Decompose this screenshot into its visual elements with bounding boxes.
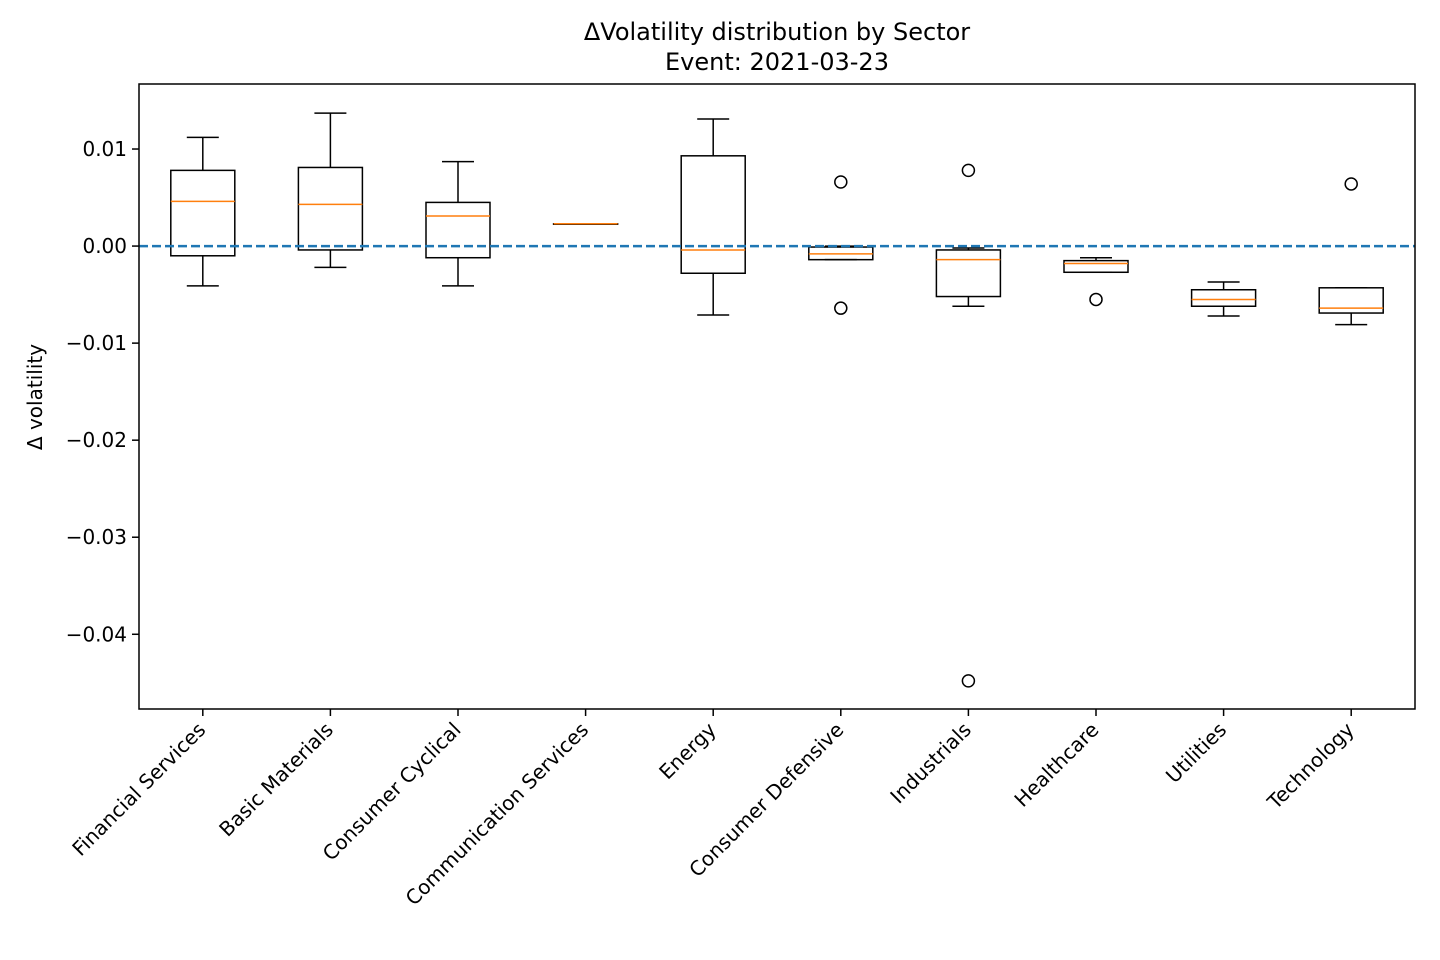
box xyxy=(425,201,491,259)
y-tick-label: 0.01 xyxy=(82,137,127,161)
box xyxy=(297,166,364,251)
x-tick-label: Healthcare xyxy=(1009,718,1103,812)
x-tick-label: Technology xyxy=(1262,717,1359,814)
chart-title: ΔVolatility distribution by Sector xyxy=(584,18,970,46)
y-tick-label: −0.03 xyxy=(66,525,127,549)
x-tick-label: Basic Materials xyxy=(214,718,338,842)
y-axis-label: Δ volatility xyxy=(23,344,47,450)
y-tick-label: 0.00 xyxy=(82,234,127,258)
y-tick-label: −0.04 xyxy=(66,622,127,646)
box xyxy=(680,155,746,274)
box xyxy=(170,169,236,257)
y-tick-label: −0.01 xyxy=(66,331,127,355)
box xyxy=(1063,259,1129,274)
outlier xyxy=(1344,177,1358,191)
plot-frame xyxy=(138,83,1416,710)
box xyxy=(935,249,1002,298)
outlier xyxy=(834,175,848,189)
x-tick-label: Industrials xyxy=(885,718,976,809)
x-tick-label: Utilities xyxy=(1161,718,1231,788)
x-tick-label: Financial Services xyxy=(67,718,210,861)
x-tick-label: Energy xyxy=(654,717,721,784)
box xyxy=(1318,287,1384,314)
chart-subtitle: Event: 2021-03-23 xyxy=(665,48,889,76)
outlier xyxy=(961,674,976,688)
x-tick-label: Consumer Cyclical xyxy=(318,718,466,866)
box xyxy=(1190,288,1257,307)
outlier xyxy=(1089,292,1103,307)
y-tick-label: −0.02 xyxy=(66,428,127,452)
outlier xyxy=(961,163,976,178)
outlier xyxy=(834,301,848,315)
